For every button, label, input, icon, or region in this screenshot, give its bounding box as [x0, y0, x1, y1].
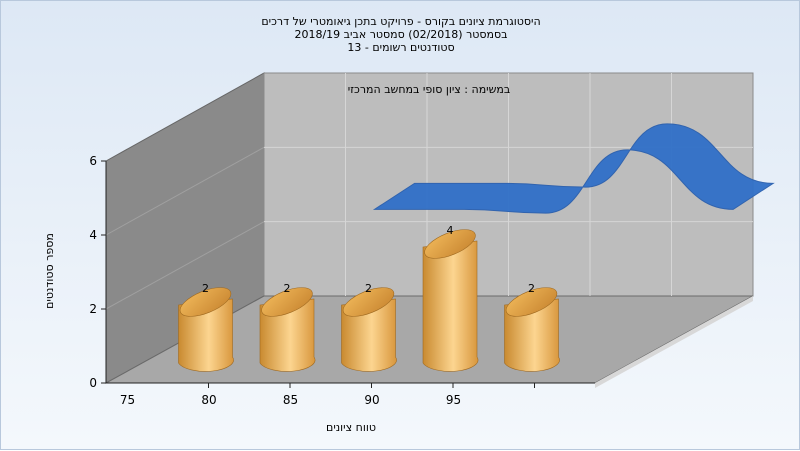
- y-axis-label: מספר סטודנטים: [43, 233, 56, 309]
- x-axis-label: טווח ציונים: [326, 421, 376, 434]
- y-tick-label: 0: [89, 376, 97, 390]
- bar-body: [504, 298, 560, 372]
- x-tick-label: 95: [446, 393, 461, 407]
- y-axis: 0 2 4 6: [89, 154, 107, 390]
- bar-80: [259, 287, 316, 372]
- y-tick-label: 2: [89, 302, 97, 316]
- x-tick-label: 80: [201, 393, 216, 407]
- floor-edge: [595, 296, 753, 388]
- x-tick-label: 75: [120, 393, 135, 407]
- bar-data-label: 2: [528, 282, 535, 295]
- title-line-1: היסטוגרמת ציונים בקורס - פרויקט בתכן גיא…: [261, 15, 540, 28]
- bar-body: [341, 298, 397, 372]
- title-line-3: סטודנטים רשומים - 13: [347, 41, 454, 54]
- bar-body: [178, 298, 234, 372]
- bar-90: [422, 229, 479, 372]
- bar-top: [424, 229, 476, 259]
- grid-line-y-left: [105, 146, 265, 236]
- x-tick-label: 90: [364, 393, 379, 407]
- data-labels: 2 2 2 4 2: [202, 224, 535, 295]
- bar-top: [505, 287, 558, 317]
- bar-body: [422, 240, 479, 372]
- bar-top: [342, 287, 395, 317]
- bar-data-label: 2: [365, 282, 372, 295]
- bar-95: [504, 287, 560, 372]
- bar-data-label: 2: [202, 282, 209, 295]
- chart-annotation: במשימה : ציון סופי במחשב המרכזי: [348, 83, 511, 96]
- curve-series: [372, 123, 775, 214]
- bar-85: [341, 287, 397, 372]
- bar-data-label: 2: [284, 282, 291, 295]
- bar-data-label: 4: [447, 224, 454, 237]
- x-axis: 75 80 85 90 95: [106, 382, 595, 407]
- y-tick-label: 6: [89, 154, 97, 168]
- y-tick-label: 4: [89, 228, 97, 242]
- bar-top: [179, 287, 232, 317]
- bar-75: [178, 287, 234, 372]
- title-line-2: בסמסטר (02/2018) סמסטר אביב 2018/19: [294, 28, 507, 41]
- chart-title: היסטוגרמת ציונים בקורס - פרויקט בתכן גיא…: [261, 15, 540, 54]
- bar-top: [261, 287, 313, 317]
- bar-body: [259, 298, 316, 372]
- bars: [178, 229, 560, 372]
- x-tick-label: 85: [283, 393, 298, 407]
- grid-line-y-left: [105, 221, 265, 310]
